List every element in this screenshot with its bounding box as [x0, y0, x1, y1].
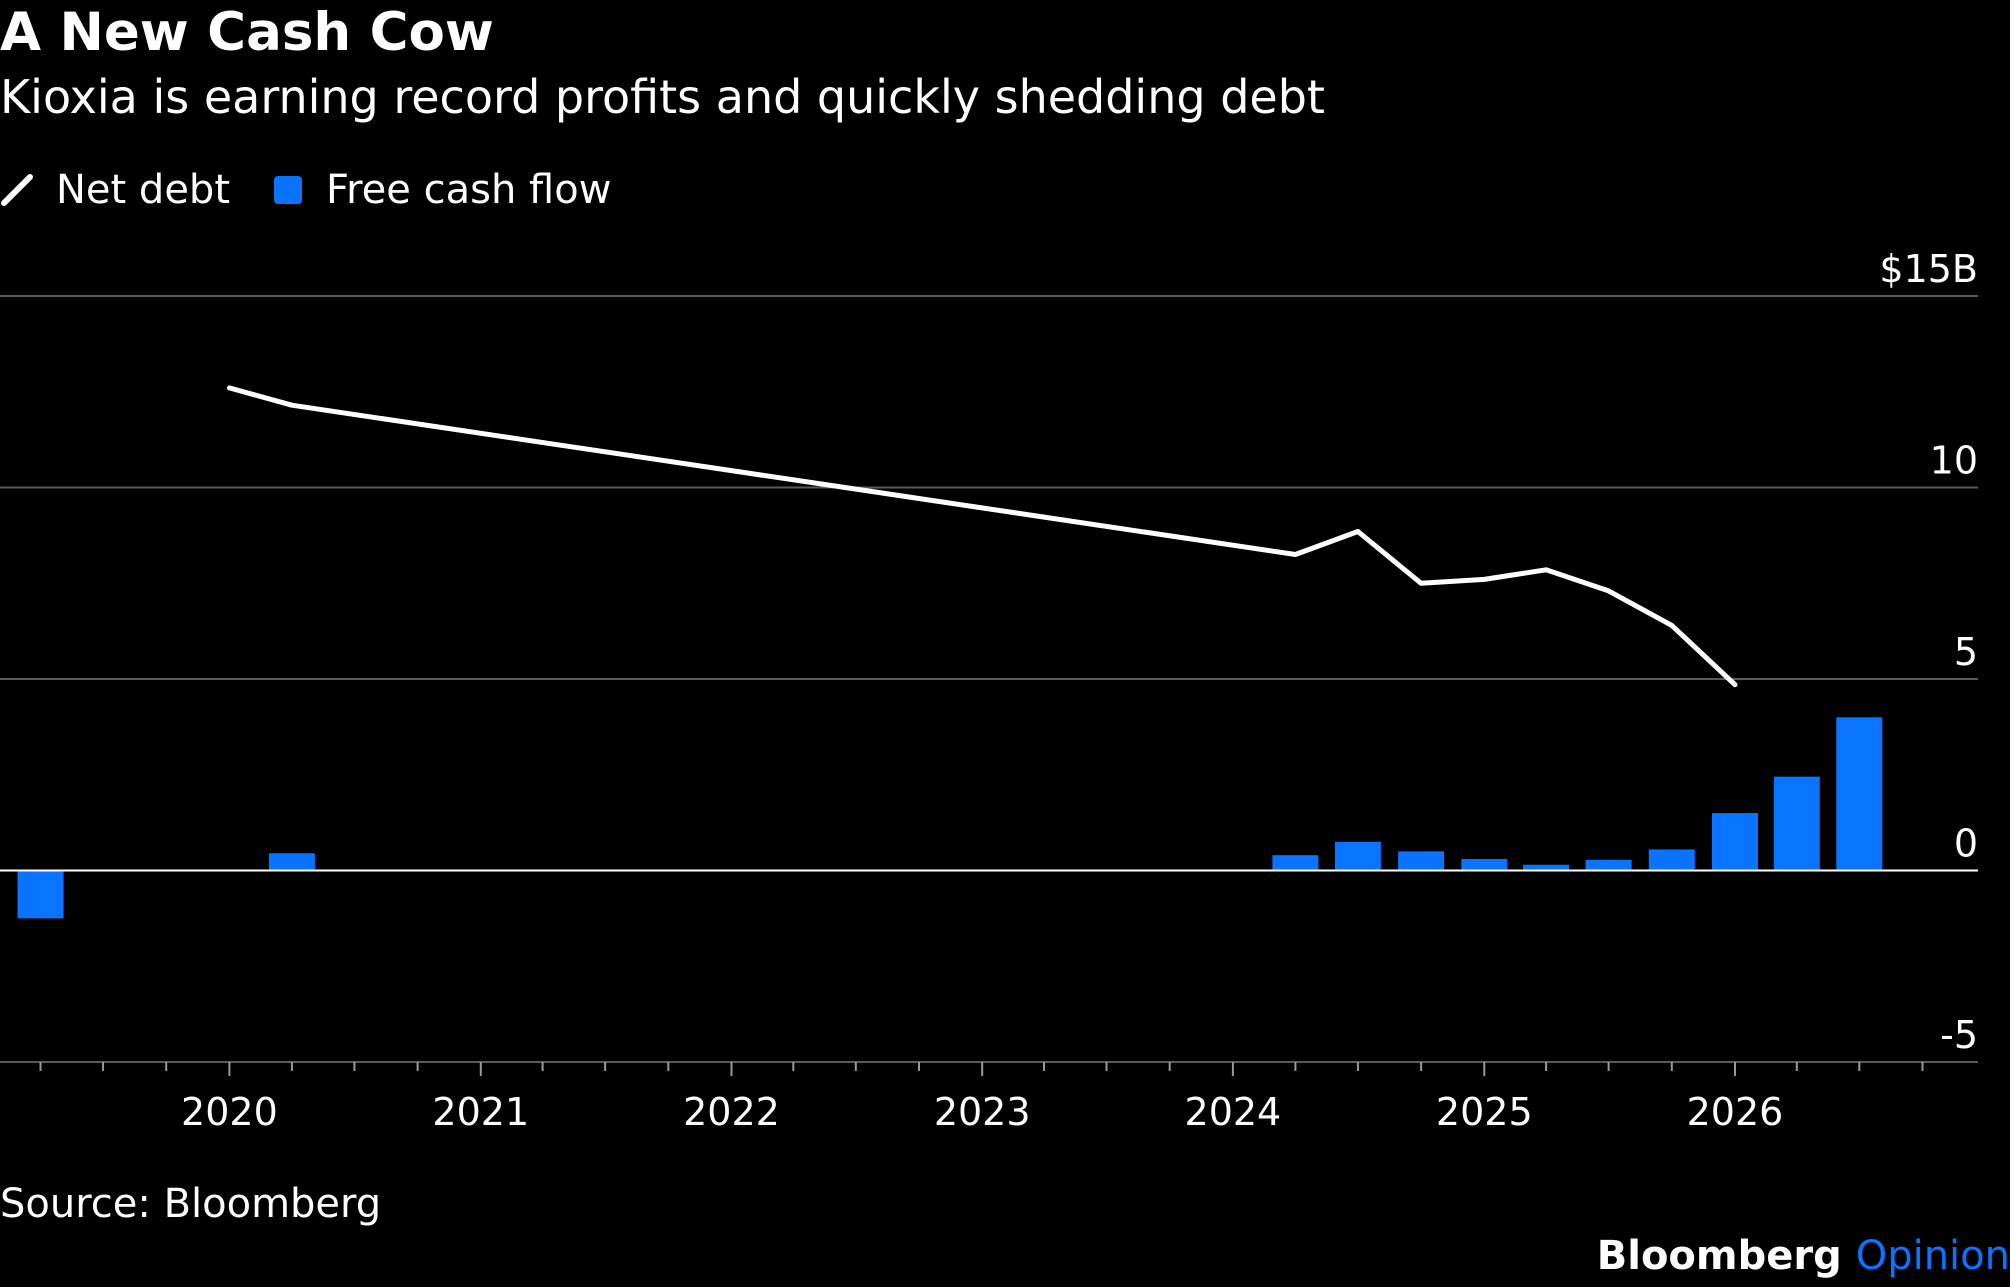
free-cash-flow-bar: [1523, 864, 1570, 871]
legend-label-net-debt: Net debt: [56, 167, 231, 213]
legend-item-net-debt: Net debt: [0, 167, 230, 213]
free-cash-flow-bar: [268, 853, 315, 871]
free-cash-flow-bar: [1461, 859, 1508, 871]
free-cash-flow-bar: [1711, 813, 1758, 871]
x-tick-label: 2024: [1185, 1090, 1282, 1134]
y-tick-label: 10: [1930, 439, 1978, 483]
x-tick-label: 2025: [1436, 1090, 1533, 1134]
bar-series-swatch-icon: [274, 176, 303, 204]
net-debt-line: [226, 385, 1738, 688]
x-axis: [39, 1062, 1924, 1076]
x-tick-label: 2022: [683, 1090, 780, 1134]
y-tick-label: $15B: [1879, 247, 1978, 291]
legend-item-free-cash-flow: Free cash flow: [274, 167, 611, 213]
brand-logo: Bloomberg Opinion: [1597, 1230, 2010, 1282]
free-cash-flow-bar: [1836, 717, 1883, 871]
free-cash-flow-bar: [1334, 841, 1381, 871]
free-cash-flow-bar: [1648, 849, 1695, 871]
y-axis-labels: $15B 10 5 0 -5: [1879, 247, 1978, 1057]
free-cash-flow-bar: [17, 870, 64, 919]
free-cash-flow-bar: [1773, 776, 1820, 871]
brand-secondary: Opinion: [1855, 1233, 2010, 1279]
legend: Net debt Free cash flow: [0, 162, 655, 218]
free-cash-flow-bars: [17, 717, 1883, 919]
chart-subtitle: Kioxia is earning record profits and qui…: [0, 70, 1325, 124]
chart-title: A New Cash Cow: [0, 2, 494, 63]
line-series-icon: [1, 174, 33, 206]
x-tick-label: 2020: [181, 1090, 278, 1134]
x-tick-label: 2026: [1687, 1090, 1784, 1134]
legend-label-free-cash-flow: Free cash flow: [326, 167, 612, 213]
y-tick-label: 0: [1954, 822, 1978, 866]
free-cash-flow-bar: [1272, 855, 1319, 871]
x-tick-label: 2023: [934, 1090, 1031, 1134]
brand-primary: Bloomberg: [1596, 1233, 1842, 1279]
x-axis-labels: 2020 2021 2022 2023 2024 2025 2026: [181, 1090, 1783, 1134]
y-tick-label: -5: [1940, 1013, 1978, 1057]
y-tick-label: 5: [1954, 630, 1978, 674]
free-cash-flow-bar: [1585, 859, 1632, 871]
net-debt-line-path: [226, 385, 1738, 688]
x-tick-label: 2021: [432, 1090, 529, 1134]
source-note: Source: Bloomberg: [0, 1181, 382, 1227]
free-cash-flow-bar: [1398, 851, 1445, 871]
gridlines: [0, 295, 1978, 1063]
